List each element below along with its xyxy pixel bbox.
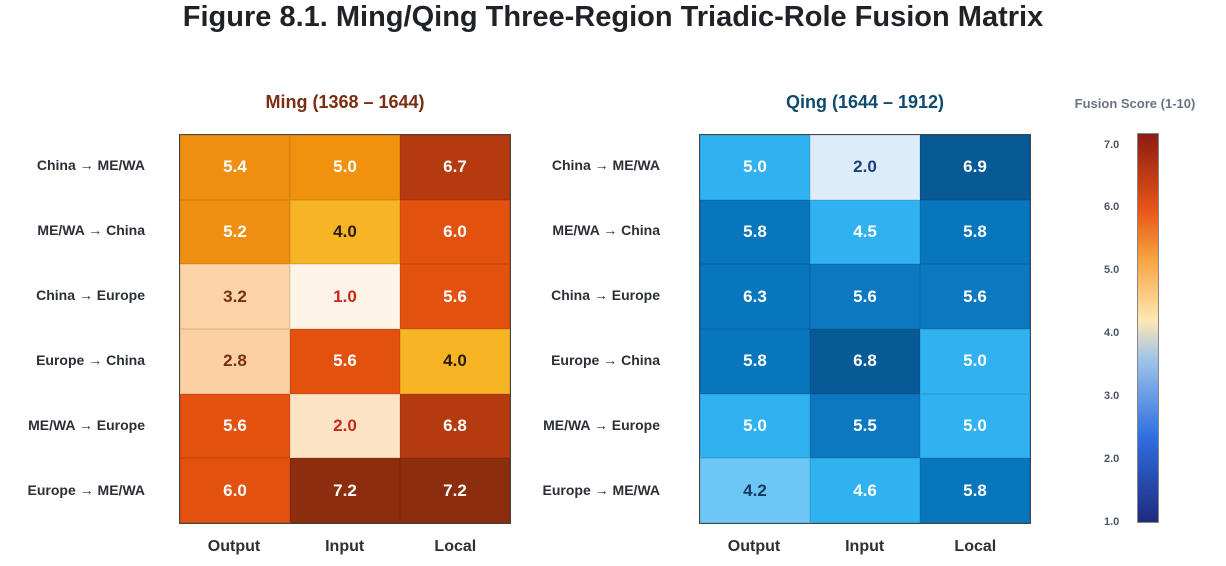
heatmap-grid: 5.0 2.0 6.9 5.8 4.5 5.8 6.3 5.6 5.6 5.8 6.8 5.0 5.0 5… [699, 134, 1031, 524]
heatmap-cell: 5.6 [810, 264, 920, 329]
row-label: ME/WA → China [552, 221, 660, 238]
heatmap-cell: 5.6 [290, 328, 400, 394]
heatmap-cell: 4.0 [290, 199, 400, 265]
heatmap-cell: 5.0 [290, 135, 400, 200]
heatmap-cell: 5.4 [180, 135, 290, 200]
row-label: China → Europe [551, 286, 660, 303]
heatmap-cell: 2.0 [810, 135, 920, 200]
heatmap-cell: 5.0 [920, 328, 1030, 394]
heatmap-cell: 7.2 [400, 458, 510, 523]
row-label: Europe → China [551, 351, 660, 368]
heatmap-cell: 5.6 [400, 264, 510, 329]
colorbar-tick: 1.0 [1104, 516, 1120, 528]
colorbar-tick: 7.0 [1104, 138, 1120, 151]
heatmap-cell: 6.0 [180, 458, 290, 523]
heatmap-cell: 7.2 [290, 458, 400, 523]
panel-title: Qing (1644 – 1912) [785, 92, 945, 112]
row-label: China → Europe [36, 286, 145, 303]
colorbar-tick: 5.0 [1104, 264, 1120, 277]
column-label: Output [207, 538, 261, 555]
heatmap-cell: 6.0 [400, 199, 510, 265]
heatmap-cell: 4.0 [400, 328, 510, 394]
heatmap-cell: 6.9 [920, 135, 1030, 200]
heatmap-cell: 5.0 [700, 393, 810, 459]
heatmap-cell: 5.6 [180, 393, 290, 459]
row-label: Europe → ME/WA [542, 481, 660, 498]
heatmap-cell: 5.8 [920, 199, 1030, 265]
heatmap-cell: 4.5 [810, 199, 920, 265]
heatmap-cell: 5.8 [700, 199, 810, 265]
heatmap-cell: 6.7 [400, 135, 510, 200]
figure-title: Figure 8.1. Ming/Qing Three-Region Triad… [182, 1, 1044, 33]
heatmap-cell: 5.0 [920, 393, 1030, 459]
colorbar-tick: 4.0 [1104, 327, 1120, 340]
heatmap-cell: 2.0 [290, 393, 400, 459]
row-label: ME/WA → Europe [28, 416, 145, 433]
column-label: Local [954, 538, 997, 555]
heatmap-cell: 4.6 [810, 458, 920, 523]
colorbar-tick: 3.0 [1104, 390, 1120, 403]
heatmap-cell: 5.2 [180, 199, 290, 265]
heatmap-cell: 6.8 [400, 393, 510, 459]
colorbar-label: Fusion Score (1-10) [1074, 96, 1196, 111]
colorbar [1137, 133, 1159, 523]
heatmap-cell: 5.6 [920, 264, 1030, 329]
heatmap-cell: 5.8 [700, 328, 810, 394]
row-label: Europe → ME/WA [27, 481, 145, 498]
column-label: Output [727, 538, 781, 555]
heatmap-cell: 2.8 [180, 328, 290, 394]
heatmap-cell: 4.2 [700, 458, 810, 523]
row-label: Europe → China [36, 351, 145, 368]
heatmap-cell: 5.8 [920, 458, 1030, 523]
column-label: Input [845, 538, 885, 555]
row-label: China → ME/WA [551, 156, 660, 173]
heatmap-cell: 3.2 [180, 264, 290, 329]
heatmap-cell: 5.0 [700, 135, 810, 200]
column-label: Input [325, 538, 365, 555]
heatmap-cell: 5.5 [810, 393, 920, 459]
colorbar-tick: 2.0 [1104, 453, 1120, 466]
colorbar-tick: 6.0 [1104, 201, 1120, 214]
row-label: ME/WA → China [37, 221, 145, 238]
row-label: ME/WA → Europe [543, 416, 660, 433]
row-label: China → ME/WA [36, 156, 145, 173]
heatmap-cell: 6.3 [700, 264, 810, 329]
heatmap-cell: 1.0 [290, 264, 400, 329]
column-label: Local [434, 538, 477, 555]
heatmap-cell: 6.8 [810, 328, 920, 394]
panel-title: Ming (1368 – 1644) [265, 92, 425, 112]
heatmap-grid: 5.4 5.0 6.7 5.2 4.0 6.0 3.2 1.0 5.6 2.8 5.6 4.0 5.6 2… [179, 134, 511, 524]
